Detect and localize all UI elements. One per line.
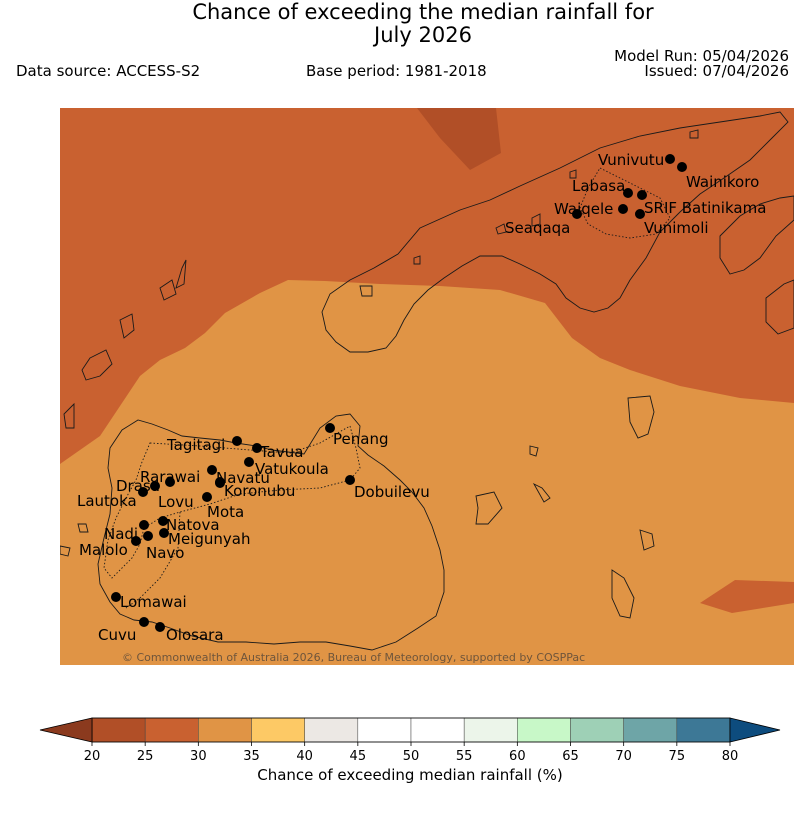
colorbar-tick-label-75: 75 — [669, 749, 686, 764]
category-zone-20-25 — [417, 108, 501, 170]
station-marker-lomawai — [111, 592, 121, 602]
colorbar-tick-label-80: 80 — [722, 749, 739, 764]
station-label-srif-batinikama: SRIF Batinikama — [644, 199, 766, 217]
station-marker-rarawai — [207, 465, 217, 475]
station-marker-labasa — [623, 188, 633, 198]
station-marker-koronubu — [215, 478, 225, 488]
category-zone-25-30 — [60, 108, 794, 464]
station-marker-olosara — [155, 622, 165, 632]
station-marker-lovu — [165, 477, 175, 487]
station-label-mota: Mota — [207, 503, 244, 521]
station-label-vunivutu: Vunivutu — [598, 151, 664, 169]
station-label-meigunyah: Meigunyah — [168, 530, 250, 548]
station-label-vunimoli: Vunimoli — [644, 219, 709, 237]
station-label-lomawai: Lomawai — [120, 593, 187, 611]
colorbar-bin-35-40 — [251, 717, 305, 743]
station-label-natova: Natova — [166, 516, 220, 534]
station-label-lautoka: Lautoka — [77, 492, 137, 510]
colorbar-bin-75-80 — [676, 717, 731, 743]
station-marker-lautoka — [138, 487, 148, 497]
colorbar-tick-label-25: 25 — [137, 749, 154, 764]
station-marker-meigunyah — [159, 528, 169, 538]
model-run-label: Model Run: 05/04/2026 — [614, 47, 789, 65]
colorbar-label: Chance of exceeding median rainfall (%) — [257, 766, 562, 784]
station-marker-srif-batinikama — [637, 190, 647, 200]
station-label-navo: Navo — [146, 544, 184, 562]
station-label-labasa: Labasa — [572, 177, 625, 195]
data-source-label: Data source: ACCESS-S2 — [16, 62, 201, 80]
colorbar-tick-label-40: 40 — [296, 749, 313, 764]
station-label-drasa: Drasa — [116, 477, 160, 495]
station-marker-vunimoli — [635, 209, 645, 219]
station-marker-malolo — [131, 536, 141, 546]
station-marker-vatukoula — [244, 457, 254, 467]
station-marker-mota — [202, 492, 212, 502]
colorbar-bin-65-70 — [570, 717, 624, 743]
station-label-tavua: Tavua — [259, 443, 303, 461]
station-marker-wainikoro — [677, 162, 687, 172]
station-label-cuvu: Cuvu — [98, 626, 136, 644]
rainfall-map: Vunivutu Wainikoro Labasa Waiqele SRIF Batin… — [60, 108, 794, 665]
station-label-malolo: Malolo — [79, 541, 128, 559]
colorbar-bin-50-55 — [410, 717, 465, 743]
station-marker-waiqele — [618, 204, 628, 214]
station-marker-seaqaqa — [572, 209, 582, 219]
category-zone-25-30-east — [700, 580, 794, 613]
station-marker-cuvu — [139, 617, 149, 627]
colorbar-tick-label-65: 65 — [562, 749, 579, 764]
colorbar-tick-label-20: 20 — [84, 749, 101, 764]
colorbar-bin-55-60 — [463, 717, 518, 743]
copyright-text: © Commonwealth of Australia 2026, Bureau… — [122, 651, 585, 664]
colorbar-bin-25-30 — [144, 717, 199, 743]
station-label-waiqele: Waiqele — [554, 200, 613, 218]
station-label-nadi: Nadi — [104, 525, 138, 543]
station-label-koronubu: Koronubu — [224, 482, 295, 500]
base-period-label: Base period: 1981-2018 — [306, 62, 487, 80]
station-label-dobuilevu: Dobuilevu — [354, 483, 430, 501]
colorbar-tick-label-55: 55 — [456, 749, 473, 764]
station-label-tagitagi: Tagitagi — [166, 436, 225, 454]
colorbar-tick-label-50: 50 — [403, 749, 420, 764]
station-marker-navo — [143, 531, 153, 541]
colorbar: 20 25 30 35 40 45 50 55 60 65 70 75 80 Chance of exc… — [39, 717, 781, 784]
colorbar-bin-45-50 — [357, 717, 412, 743]
colorbar-tick-label-35: 35 — [243, 749, 260, 764]
colorbar-tick-label-45: 45 — [350, 749, 367, 764]
colorbar-tick-label-30: 30 — [190, 749, 207, 764]
station-markers: Vunivutu Wainikoro Labasa Waiqele SRIF Batin… — [77, 151, 766, 644]
station-label-olosara: Olosara — [166, 626, 224, 644]
station-label-lovu: Lovu — [158, 493, 194, 511]
colorbar-over-triangle — [729, 717, 781, 743]
station-marker-dobuilevu — [345, 475, 355, 485]
station-label-navatu: Navatu — [216, 469, 270, 487]
colorbar-tick-label-70: 70 — [615, 749, 632, 764]
station-marker-tavua — [252, 443, 262, 453]
colorbar-tick-label-60: 60 — [509, 749, 526, 764]
colorbar-under-triangle — [39, 717, 93, 743]
title-line-2: July 2026 — [374, 23, 472, 47]
station-marker-tagitagi — [232, 436, 242, 446]
colorbar-bin-30-35 — [198, 717, 252, 743]
station-marker-vunivutu — [665, 154, 675, 164]
district-boundaries — [103, 167, 671, 609]
station-label-penang: Penang — [333, 430, 388, 448]
station-marker-natova — [158, 516, 168, 526]
station-marker-penang — [325, 423, 335, 433]
issued-label: Issued: 07/04/2026 — [644, 62, 789, 80]
station-marker-nadi — [139, 520, 149, 530]
colorbar-bin-60-65 — [517, 717, 571, 743]
colorbar-bin-70-75 — [623, 717, 678, 743]
station-marker-drasa — [150, 481, 160, 491]
title-line-1: Chance of exceeding the median rainfall … — [192, 0, 654, 24]
station-label-wainikoro: Wainikoro — [686, 173, 759, 191]
station-label-vatukoula: Vatukoula — [255, 460, 329, 478]
station-label-seaqaqa: Seaqaqa — [505, 219, 570, 237]
colorbar-bin-40-45 — [304, 717, 359, 743]
colorbar-bin-20-25 — [91, 717, 146, 743]
